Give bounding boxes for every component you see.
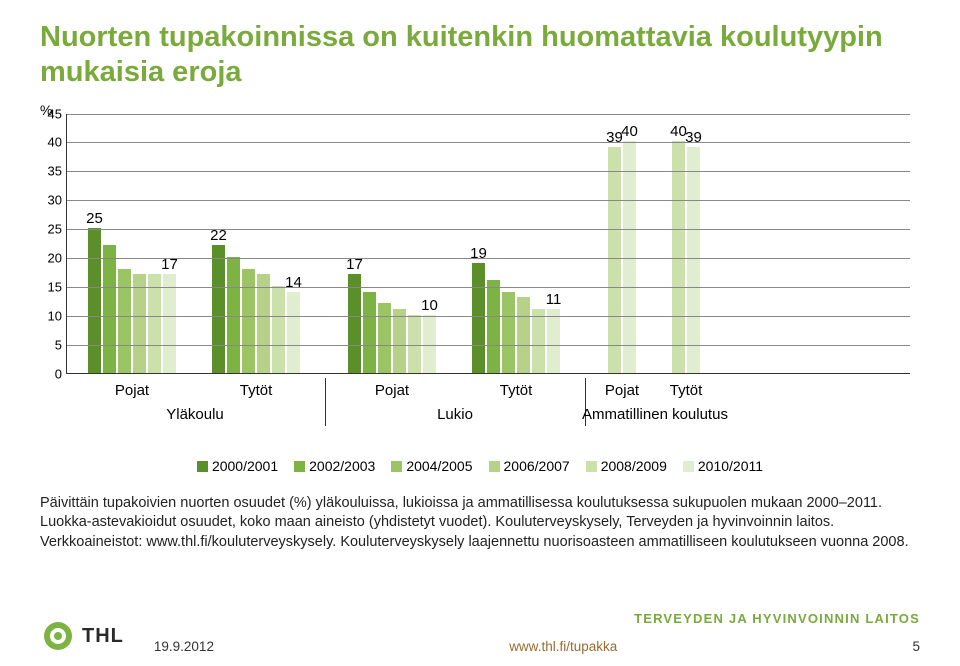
chart-caption: Päivittäin tupakoivien nuorten osuudet (… bbox=[40, 494, 910, 553]
footer-date: 19.9.2012 bbox=[154, 639, 214, 654]
legend-swatch bbox=[489, 461, 500, 472]
x-subgroup-label: Tytöt bbox=[670, 382, 703, 399]
legend-item: 2008/2009 bbox=[586, 458, 667, 474]
gridline bbox=[66, 142, 910, 143]
x-subgroup-label: Pojat bbox=[375, 382, 409, 399]
legend-item: 2004/2005 bbox=[391, 458, 472, 474]
bar bbox=[547, 309, 560, 373]
legend-label: 2004/2005 bbox=[406, 458, 472, 474]
bar-value-label: 14 bbox=[285, 274, 302, 291]
bar bbox=[687, 147, 700, 372]
y-tick-label: 30 bbox=[40, 193, 62, 208]
bar bbox=[502, 292, 515, 373]
bar bbox=[623, 141, 636, 372]
x-subgroup-label: Tytöt bbox=[240, 382, 273, 399]
bar bbox=[287, 292, 300, 373]
bar bbox=[532, 309, 545, 373]
y-tick-label: 45 bbox=[40, 106, 62, 121]
y-tick-label: 25 bbox=[40, 222, 62, 237]
bar bbox=[472, 263, 485, 373]
logo-icon bbox=[40, 618, 76, 654]
y-tick-label: 10 bbox=[40, 308, 62, 323]
legend-swatch bbox=[391, 461, 402, 472]
chart-legend: 2000/2001 2002/2003 2004/2005 2006/2007 2008… bbox=[40, 458, 920, 474]
bar bbox=[257, 274, 270, 372]
bar bbox=[408, 315, 421, 373]
bar bbox=[393, 309, 406, 373]
bar bbox=[348, 274, 361, 372]
gridline bbox=[66, 200, 910, 201]
bar bbox=[423, 315, 436, 373]
legend-label: 2002/2003 bbox=[309, 458, 375, 474]
y-tick-label: 15 bbox=[40, 279, 62, 294]
bar-value-label: 10 bbox=[421, 297, 438, 314]
bar bbox=[148, 274, 161, 372]
gridline bbox=[66, 258, 910, 259]
bar bbox=[272, 286, 285, 373]
legend-label: 2006/2007 bbox=[504, 458, 570, 474]
gridline bbox=[66, 114, 910, 115]
x-subgroup-label: Pojat bbox=[605, 382, 639, 399]
x-group-label: Lukio bbox=[437, 406, 473, 423]
page-title: Nuorten tupakoinnissa on kuitenkin huoma… bbox=[40, 20, 920, 90]
legend-swatch bbox=[683, 461, 694, 472]
bar bbox=[118, 269, 131, 373]
bar bbox=[133, 274, 146, 372]
bar-value-label: 25 bbox=[86, 210, 103, 227]
y-tick-label: 40 bbox=[40, 135, 62, 150]
x-axis: Pojat Tytöt Pojat Tytöt Pojat Tytöt Yläkoulu Lu… bbox=[66, 378, 910, 428]
bar-value-label: 40 bbox=[621, 123, 638, 140]
bar bbox=[227, 257, 240, 373]
gridline bbox=[66, 171, 910, 172]
bar-value-label: 19 bbox=[470, 245, 487, 262]
gridline bbox=[66, 229, 910, 230]
legend-item: 2010/2011 bbox=[683, 458, 763, 474]
x-group-label: Yläkoulu bbox=[166, 406, 224, 423]
gridline bbox=[66, 316, 910, 317]
bar bbox=[103, 245, 116, 372]
y-tick-label: 5 bbox=[40, 337, 62, 352]
page-footer: THL 19.9.2012 www.thl.fi/tupakka 5 bbox=[40, 618, 920, 654]
footer-link: www.thl.fi/tupakka bbox=[254, 639, 873, 654]
chart: % 251722141710191139404039 0510152025303… bbox=[40, 108, 910, 388]
y-tick-label: 35 bbox=[40, 164, 62, 179]
x-group-label: Ammatillinen koulutus bbox=[582, 406, 728, 423]
legend-item: 2002/2003 bbox=[294, 458, 375, 474]
footer-page-num: 5 bbox=[912, 639, 920, 654]
bar bbox=[608, 147, 621, 372]
bar bbox=[672, 141, 685, 372]
legend-swatch bbox=[197, 461, 208, 472]
legend-swatch bbox=[294, 461, 305, 472]
legend-item: 2006/2007 bbox=[489, 458, 570, 474]
logo-text: THL bbox=[82, 625, 124, 648]
plot-area: 251722141710191139404039 051015202530354… bbox=[66, 114, 910, 374]
legend-label: 2008/2009 bbox=[601, 458, 667, 474]
bar bbox=[378, 303, 391, 372]
legend-item: 2000/2001 bbox=[197, 458, 278, 474]
bar bbox=[363, 292, 376, 373]
bar bbox=[212, 245, 225, 372]
x-subgroup-label: Tytöt bbox=[500, 382, 533, 399]
bar bbox=[88, 228, 101, 372]
gridline bbox=[66, 287, 910, 288]
logo: THL bbox=[40, 618, 124, 654]
bar-value-label: 39 bbox=[685, 129, 702, 146]
bar bbox=[487, 280, 500, 372]
legend-label: 2000/2001 bbox=[212, 458, 278, 474]
y-tick-label: 20 bbox=[40, 251, 62, 266]
x-subgroup-label: Pojat bbox=[115, 382, 149, 399]
y-tick-label: 0 bbox=[40, 366, 62, 381]
bar bbox=[517, 297, 530, 372]
legend-swatch bbox=[586, 461, 597, 472]
legend-label: 2010/2011 bbox=[698, 458, 763, 474]
bar bbox=[163, 274, 176, 372]
x-divider bbox=[325, 378, 326, 426]
bar-value-label: 11 bbox=[546, 291, 562, 308]
gridline bbox=[66, 345, 910, 346]
bar bbox=[242, 269, 255, 373]
